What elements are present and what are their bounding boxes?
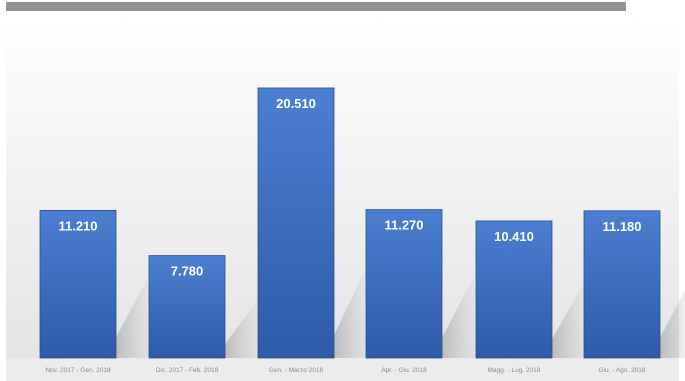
bar-value-label: 11.180 [602,219,641,234]
bar-shadow [116,276,156,358]
bar-shadow [225,301,265,358]
bar-value-label: 20.510 [276,96,316,111]
bar-shadow [552,282,592,358]
bar [148,255,226,359]
category-label: Apr. - Giu. 2018 [381,367,427,374]
bar-value-label: 11.270 [384,218,423,233]
bar-shadows [116,268,685,358]
plot-floor [6,358,679,381]
plot-background [6,18,679,363]
cropped-title-bar [6,2,626,11]
category-label: Magg. - Lug. 2018 [488,367,541,374]
bar-shadow [442,276,482,358]
value-labels-group: 11.210 7.780 20.510 11.270 10.410 11.180 [58,96,641,279]
bar [583,210,661,359]
bar [39,210,117,359]
bars-group [39,87,661,359]
bar [257,87,335,359]
bar-value-label: 7.780 [171,264,204,279]
bar [475,220,553,359]
category-label: Nov. 2017 - Gen. 2018 [45,367,111,374]
category-labels-group: Nov. 2017 - Gen. 2018 Dic. 2017 - Feb. 20… [45,367,646,374]
bar-shadow [660,290,685,358]
category-label: Giu. - Ago. 2018 [599,367,646,374]
bar-value-label: 10.410 [494,229,534,244]
bar-value-label: 11.210 [58,218,97,233]
bar [365,209,443,359]
bar-shadow [334,268,374,358]
category-label: Dic. 2017 - Feb. 2018 [156,367,219,374]
category-label: Gen. - Marzo 2018 [269,367,324,374]
